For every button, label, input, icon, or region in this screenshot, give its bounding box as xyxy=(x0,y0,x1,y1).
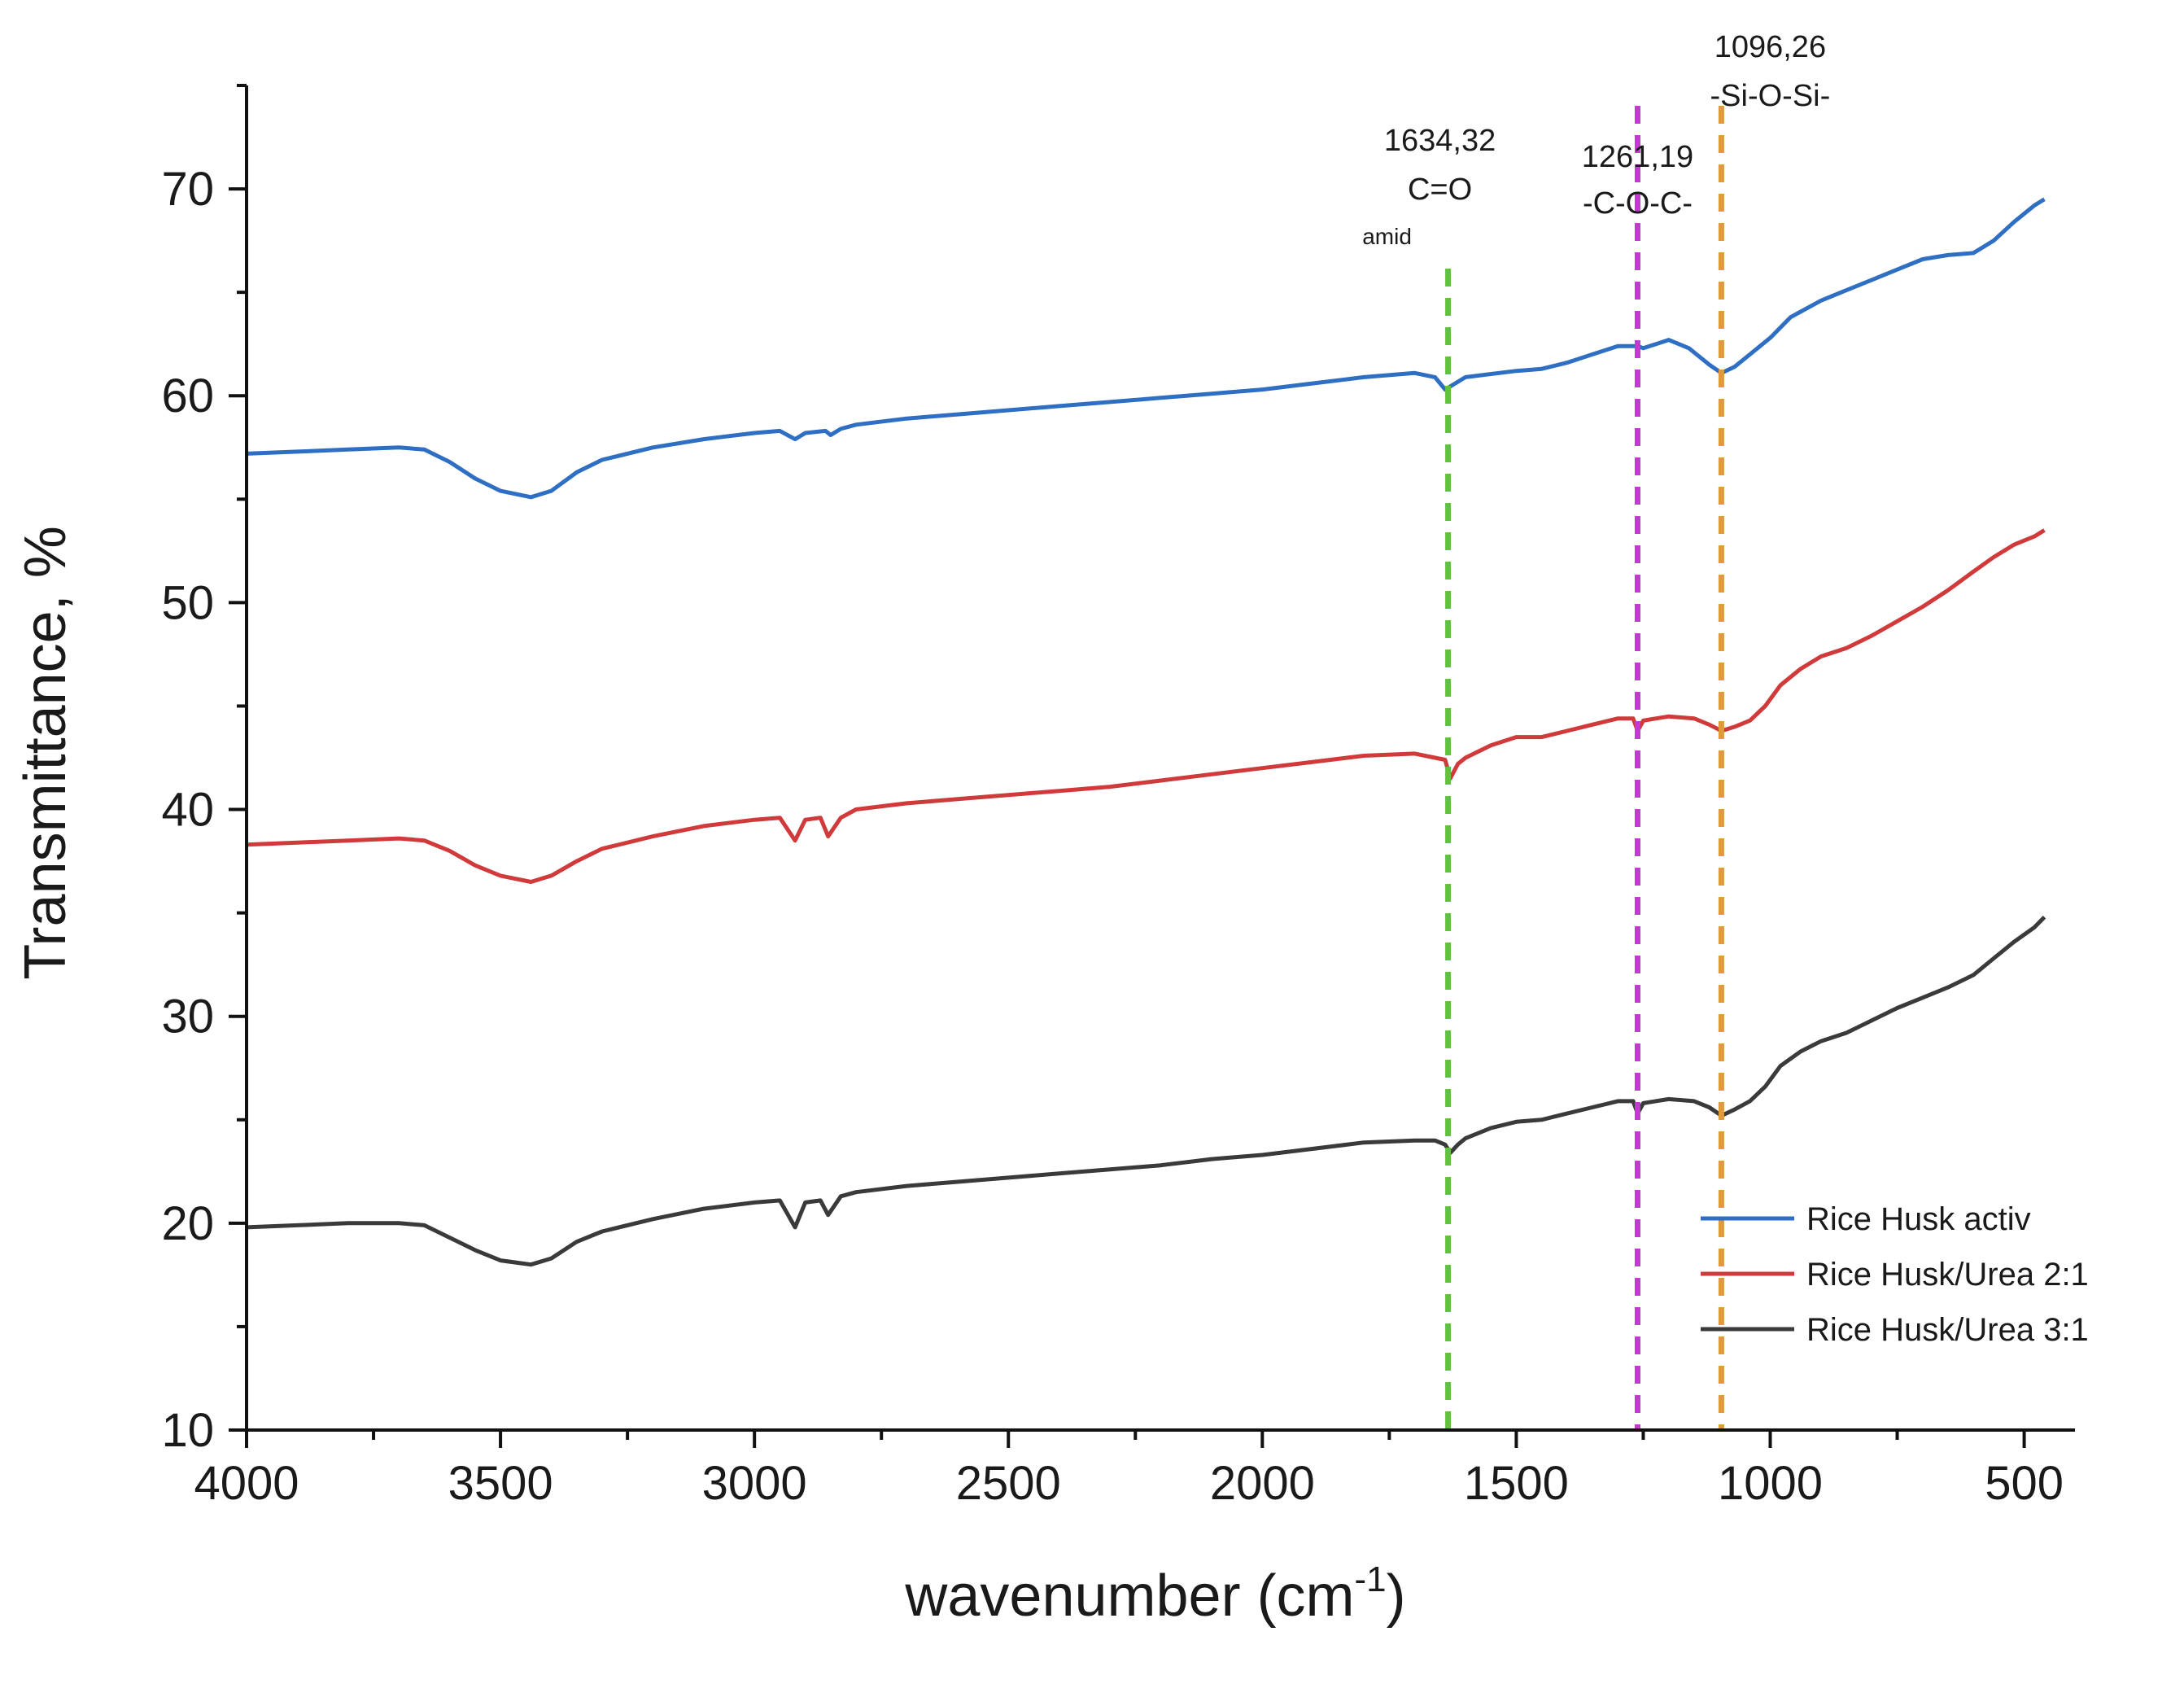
x-tick-label: 500 xyxy=(1985,1457,2064,1510)
x-tick-label: 1000 xyxy=(1718,1457,1823,1510)
x-axis-title: wavenumber (cm-1) xyxy=(904,1559,1405,1629)
legend: Rice Husk activ Rice Husk/Urea 2:1 Rice Hu… xyxy=(1701,1201,2089,1348)
x-tick-label: 2500 xyxy=(956,1457,1061,1510)
axes-group: 10 20 30 40 50 60 70 4000 3500 3000 2500 2000 1500 10… xyxy=(161,84,2075,1510)
x-tick-label: 2000 xyxy=(1210,1457,1315,1510)
x-tick-label: 4000 xyxy=(194,1457,299,1510)
series-line-2 xyxy=(246,528,2046,884)
series-line-1 xyxy=(246,197,2046,500)
y-tick-label: 60 xyxy=(161,370,214,422)
x-axis-title-close: ) xyxy=(1387,1564,1406,1629)
y-axis-title: Transmittance, % xyxy=(13,526,78,980)
annotation-lines-group xyxy=(1445,106,1724,1430)
annotation-text-group: 1634,32 C=O amid 1261,19 -C-O-C- 1096,26 -Si-O… xyxy=(1362,30,1830,249)
legend-label-1: Rice Husk activ xyxy=(1806,1201,2031,1237)
x-tick-label: 3500 xyxy=(448,1457,553,1510)
x-tick-label: 1500 xyxy=(1464,1457,1569,1510)
series-line-3 xyxy=(246,915,2046,1267)
annotation-label-2-line-2: -C-O-C- xyxy=(1583,186,1693,221)
y-tick-label: 70 xyxy=(161,163,214,216)
x-tick-label: 3000 xyxy=(702,1457,807,1510)
annotation-label-3-line-1: 1096,26 xyxy=(1714,30,1826,64)
y-tick-label: 40 xyxy=(161,784,214,837)
legend-label-3: Rice Husk/Urea 3:1 xyxy=(1806,1312,2089,1348)
legend-label-2: Rice Husk/Urea 2:1 xyxy=(1806,1257,2089,1293)
y-tick-label: 10 xyxy=(161,1404,214,1457)
x-axis-title-main: wavenumber (cm xyxy=(904,1564,1354,1629)
annotation-label-1-line-2: C=O xyxy=(1408,173,1472,207)
y-tick-label: 50 xyxy=(161,576,214,629)
plot-series-group xyxy=(246,197,2046,1267)
annotation-label-1-sub: amid xyxy=(1362,224,1412,249)
y-tick-label: 20 xyxy=(161,1197,214,1250)
annotation-label-3-line-2: -Si-O-Si- xyxy=(1710,79,1831,113)
x-axis-title-superscript: -1 xyxy=(1355,1559,1387,1599)
annotation-label-2-line-1: 1261,19 xyxy=(1582,140,1693,174)
annotation-label-1-line-1: 1634,32 xyxy=(1384,124,1496,158)
y-tick-label: 30 xyxy=(161,991,214,1043)
